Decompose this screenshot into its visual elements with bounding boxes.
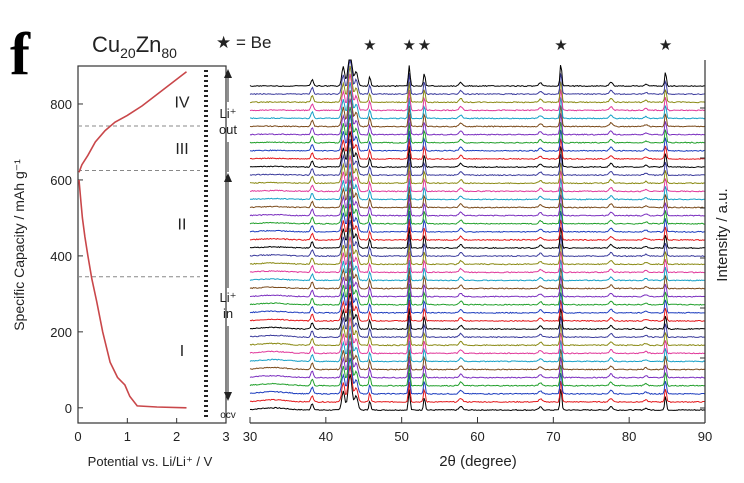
xrd-pattern: [249, 114, 706, 152]
xrd-pattern: [249, 276, 706, 314]
xrd-pattern: [249, 365, 706, 403]
xrd-pattern: [249, 106, 706, 144]
xrd-pattern: [249, 195, 706, 233]
be-peak-star: ★: [659, 37, 672, 54]
left-y-tick-label: 0: [65, 401, 72, 416]
xrd-pattern: [249, 211, 706, 250]
ocv-label: ocv: [220, 410, 236, 421]
xrd-pattern: [249, 244, 706, 282]
region-label: IV: [174, 95, 189, 112]
xrd-pattern: [249, 260, 706, 298]
xrd-pattern: [249, 317, 706, 355]
right-x-tick-label: 60: [470, 429, 484, 444]
xrd-pattern: [249, 252, 705, 290]
right-x-tick-label: 80: [622, 429, 636, 444]
xrd-pattern: [249, 284, 706, 323]
xrd-pattern: [249, 341, 706, 379]
lithiation-annotation: Li⁺ out Li⁺ in ocv: [204, 69, 237, 421]
charge-curve: [78, 71, 187, 173]
xrd-pattern: [249, 301, 706, 339]
right-x-tick-label: 70: [546, 429, 560, 444]
xrd-pattern: [249, 59, 706, 88]
right-x-tick-label: 90: [698, 429, 712, 444]
left-axes-frame: [77, 65, 227, 424]
xrd-pattern: [249, 122, 706, 160]
be-star-legend: ★ = Be: [216, 33, 271, 52]
xrd-pattern: [249, 268, 706, 306]
xrd-pattern: [249, 187, 706, 225]
xrd-chart: ★ ★ ★ ★ ★ 30 40 50 60 70 80 90 2θ (degree) Intensi…: [243, 37, 731, 470]
xrd-pattern: [249, 349, 706, 387]
xrd-pattern: [249, 203, 706, 241]
be-peak-star: ★: [554, 37, 567, 54]
xrd-pattern: [249, 228, 705, 266]
li-in-label-2: in: [223, 306, 233, 321]
left-y-tick-label: 600: [50, 173, 72, 188]
discharge-curve: [78, 179, 187, 409]
xrd-pattern: [249, 179, 706, 217]
right-x-tick-label: 30: [243, 429, 257, 444]
region-label: III: [175, 141, 188, 158]
right-x-axis-label: 2θ (degree): [439, 453, 517, 470]
li-out-label-2: out: [219, 122, 237, 137]
li-in-arrow-head: [224, 392, 232, 401]
be-peak-star: ★: [403, 37, 416, 54]
xrd-pattern: [249, 357, 706, 395]
xrd-pattern: [249, 138, 706, 177]
region-label: I: [180, 343, 184, 360]
left-y-tick-label: 800: [50, 97, 72, 112]
right-x-tick-label: 50: [394, 429, 408, 444]
left-x-tick-label: 1: [124, 429, 131, 444]
right-x-tick-label: 40: [319, 429, 333, 444]
xrd-pattern: [249, 309, 706, 347]
left-x-tick-label: 3: [222, 429, 229, 444]
xrd-pattern: [249, 293, 705, 331]
left-y-tick-label: 400: [50, 249, 72, 264]
be-peak-star: ★: [363, 37, 376, 54]
xrd-pattern: [249, 59, 706, 96]
xrd-pattern: [249, 220, 706, 258]
xrd-pattern: [249, 155, 706, 193]
left-x-axis-label: Potential vs. Li/Li⁺ / V: [88, 454, 213, 469]
panel-letter: f: [10, 21, 31, 87]
li-in-arrow-head-top: [224, 173, 232, 182]
left-y-axis-label: Specific Capacity / mAh g⁻¹: [11, 159, 27, 331]
left-x-tick-label: 0: [74, 429, 81, 444]
xrd-pattern: [249, 325, 706, 363]
left-y-tick-label: 200: [50, 325, 72, 340]
xrd-pattern: [249, 236, 706, 274]
xrd-pattern: [249, 131, 706, 169]
li-in-label-1: Li⁺: [220, 290, 237, 305]
xrd-pattern: [249, 333, 706, 371]
xrd-pattern: [249, 147, 706, 185]
region-label: II: [178, 217, 187, 234]
li-out-arrow-head: [224, 69, 232, 78]
xrd-pattern: [249, 171, 706, 209]
alloy-title: Cu20Zn80: [92, 32, 177, 61]
xrd-pattern: [249, 90, 706, 128]
left-x-tick-label: 2: [173, 429, 180, 444]
xrd-pattern: [249, 163, 705, 201]
be-peak-star: ★: [418, 37, 431, 54]
xrd-pattern: [250, 82, 706, 120]
xrd-pattern: [249, 374, 706, 412]
xrd-pattern: [249, 65, 706, 104]
xrd-pattern: [249, 73, 706, 112]
xrd-pattern: [249, 98, 705, 136]
right-y-axis-label: Intensity / a.u.: [714, 188, 731, 281]
li-out-label-1: Li⁺: [220, 106, 237, 121]
